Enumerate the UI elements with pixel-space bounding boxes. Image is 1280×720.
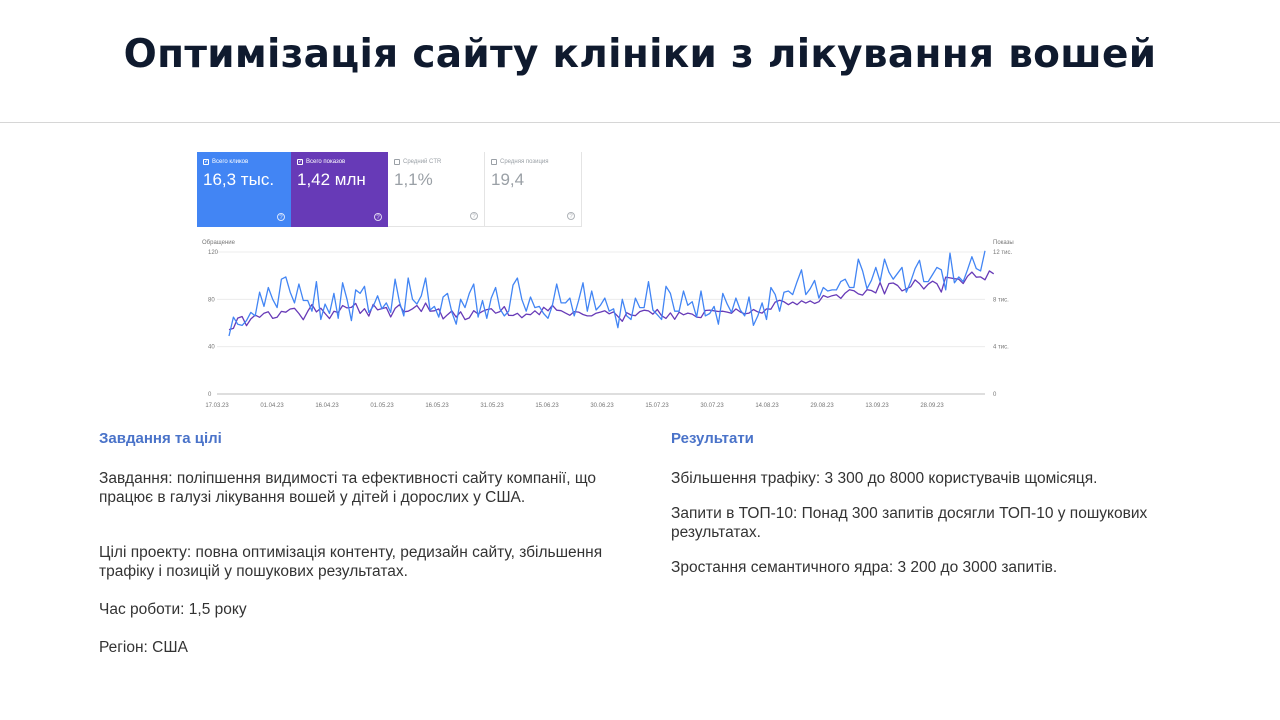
x-tick-label: 01.05.23: [370, 403, 394, 409]
page-title: Оптимізація сайту клініки з лікування во…: [123, 32, 1157, 77]
region-text: Регіон: США: [99, 639, 188, 656]
y-right-tick-label: 8 тис.: [993, 297, 1009, 303]
metric-cards: ✓ Всего кликов 16,3 тыс. ? ✓ Всего показов…: [197, 152, 583, 227]
x-tick-label: 14.08.23: [755, 403, 779, 409]
tasks-text: Завдання: поліпшення видимості та ефекти…: [99, 470, 597, 506]
x-tick-label: 13.09.23: [865, 403, 889, 409]
metric-label: Средний CTR: [403, 159, 442, 165]
metric-card-clicks[interactable]: ✓ Всего кликов 16,3 тыс. ?: [197, 152, 291, 227]
x-tick-label: 30.07.23: [700, 403, 724, 409]
title-divider: [0, 122, 1280, 123]
y-left-tick-label: 120: [208, 250, 219, 256]
x-tick-label: 30.06.23: [590, 403, 614, 409]
y-left-tick-label: 40: [208, 345, 215, 351]
y-right-axis-label: Показы: [993, 240, 1014, 246]
top10-result-text: Запити в ТОП-10: Понад 300 запитів досяг…: [671, 505, 1148, 541]
metric-card-impressions[interactable]: ✓ Всего показов 1,42 млн ?: [291, 152, 388, 227]
work-time-text: Час роботи: 1,5 року: [99, 601, 247, 618]
help-icon[interactable]: ?: [277, 213, 285, 221]
x-tick-label: 28.09.23: [920, 403, 944, 409]
y-right-tick-label: 0: [993, 392, 997, 398]
checkbox-icon[interactable]: ✓: [297, 159, 304, 165]
tasks-heading: Завдання та цілі: [99, 430, 222, 447]
metric-value: 19,4: [491, 170, 525, 189]
x-tick-label: 16.05.23: [425, 403, 449, 409]
checkbox-icon[interactable]: ✓: [203, 159, 210, 165]
x-tick-label: 29.08.23: [810, 403, 834, 409]
metric-value: 1,1%: [394, 170, 433, 189]
performance-chart: Обращение Показы 0 40 80 120 0 4 тис. 8 тис. 12 т…: [202, 240, 1014, 409]
x-tick-label: 15.06.23: [535, 403, 559, 409]
help-icon[interactable]: ?: [374, 213, 382, 221]
metric-label: Всего показов: [306, 159, 346, 165]
help-icon[interactable]: ?: [470, 212, 478, 220]
metric-value: 16,3 тыс.: [203, 170, 275, 189]
traffic-result-text: Збільшення трафіку: 3 300 до 8000 корист…: [671, 470, 1098, 487]
metric-value: 1,42 млн: [297, 170, 366, 189]
help-icon[interactable]: ?: [567, 212, 575, 220]
series-line: [228, 250, 986, 337]
checkbox-icon[interactable]: [394, 159, 400, 165]
results-heading: Результати: [671, 430, 754, 447]
metric-card-ctr[interactable]: Средний CTR 1,1% ?: [388, 152, 485, 227]
series-line: [228, 270, 995, 331]
metric-card-position[interactable]: Средняя позиция 19,4 ?: [485, 152, 582, 227]
x-tick-label: 31.05.23: [480, 403, 504, 409]
metric-label: Средняя позиция: [500, 159, 549, 165]
x-tick-label: 01.04.23: [260, 403, 284, 409]
checkbox-icon[interactable]: [491, 159, 497, 165]
y-left-tick-label: 0: [208, 392, 212, 398]
x-tick-label: 17.03.23: [205, 403, 229, 409]
y-left-axis-label: Обращение: [202, 240, 236, 246]
y-right-tick-label: 4 тис.: [993, 345, 1009, 351]
x-tick-label: 15.07.23: [645, 403, 669, 409]
metric-label: Всего кликов: [212, 159, 249, 165]
semantic-core-result-text: Зростання семантичного ядра: 3 200 до 30…: [671, 559, 1058, 576]
y-left-tick-label: 80: [208, 297, 215, 303]
y-right-tick-label: 12 тис.: [993, 250, 1012, 256]
goals-text: Цілі проекту: повна оптимізація контенту…: [99, 544, 603, 580]
x-tick-label: 16.04.23: [315, 403, 339, 409]
